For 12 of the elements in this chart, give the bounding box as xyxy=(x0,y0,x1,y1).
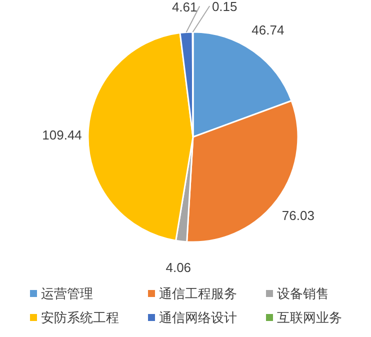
data-label: 76.03 xyxy=(282,208,314,224)
data-label: 4.06 xyxy=(166,260,192,276)
legend-label: 安防系统工程 xyxy=(41,310,119,325)
data-label: 109.44 xyxy=(42,127,82,142)
legend-label: 通信工程服务 xyxy=(159,286,237,301)
data-label: 46.74 xyxy=(252,22,284,38)
data-label: 4.61 xyxy=(172,0,198,14)
data-label: 0.15 xyxy=(212,0,238,14)
legend-label: 设备销售 xyxy=(277,286,329,301)
legend-label: 互联网业务 xyxy=(277,310,342,325)
legend-label: 通信网络设计 xyxy=(159,310,237,325)
legend-label: 运营管理 xyxy=(41,286,93,301)
